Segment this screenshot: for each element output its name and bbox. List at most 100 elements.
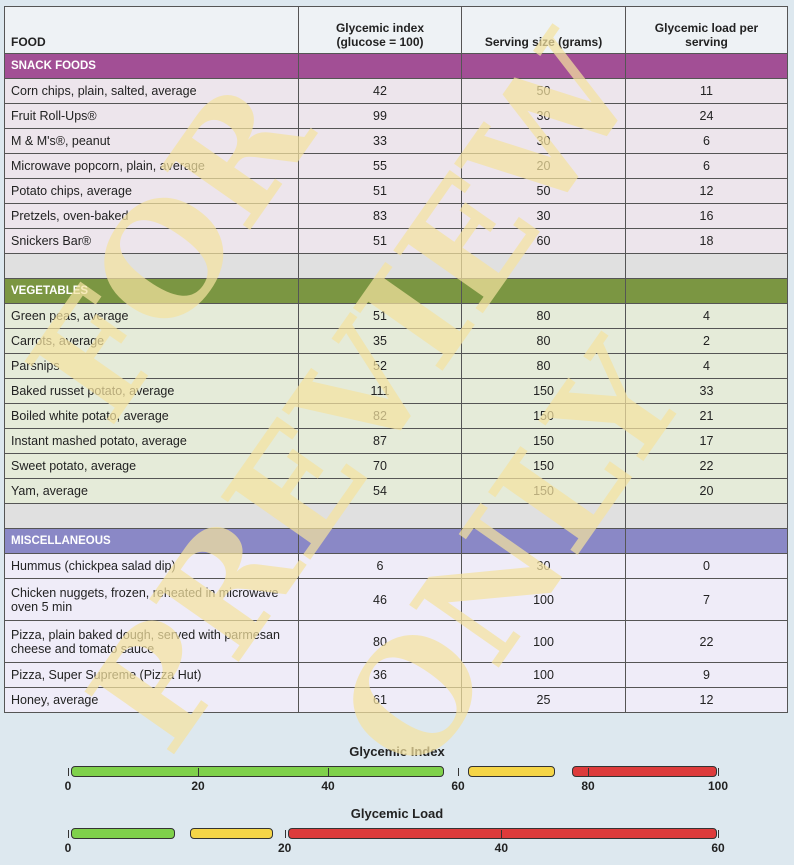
serving-value: 150 bbox=[461, 378, 626, 404]
gi-value: 99 bbox=[298, 103, 462, 129]
glycemic-table: FOOD Glycemic index (glucose = 100) Serv… bbox=[4, 6, 788, 713]
gl-value: 7 bbox=[625, 578, 788, 621]
gi-tick-mark bbox=[588, 768, 589, 776]
gi-value: 51 bbox=[298, 178, 462, 204]
food-name: M & M's®, peanut bbox=[4, 128, 299, 154]
serving-value: 150 bbox=[461, 428, 626, 454]
table-row: Carrots, average 35 80 2 bbox=[4, 328, 788, 354]
gl-value: 20 bbox=[625, 478, 788, 504]
section-header: MISCELLANEOUS bbox=[4, 528, 788, 554]
table-row: Snickers Bar® 51 60 18 bbox=[4, 228, 788, 254]
gl-value: 9 bbox=[625, 662, 788, 688]
gl-tick-mark bbox=[284, 830, 286, 838]
gi-value: 46 bbox=[298, 578, 462, 621]
gi-value: 61 bbox=[298, 687, 462, 713]
gi-tick-label: 20 bbox=[191, 779, 205, 793]
food-name: Sweet potato, average bbox=[4, 453, 299, 479]
gi-value: 52 bbox=[298, 353, 462, 379]
table-row: Green peas, average 51 80 4 bbox=[4, 303, 788, 329]
gi-tick-label: 80 bbox=[581, 779, 595, 793]
gi-tick-mark bbox=[68, 768, 69, 776]
gi-tick-mark bbox=[198, 768, 199, 776]
gl-range-bar bbox=[190, 828, 273, 839]
section-title: VEGETABLES bbox=[4, 278, 299, 304]
food-name: Corn chips, plain, salted, average bbox=[4, 78, 299, 104]
gi-tick-mark bbox=[718, 768, 719, 776]
table-row: Fruit Roll-Ups® 99 30 24 bbox=[4, 103, 788, 129]
gl-value: 12 bbox=[625, 687, 788, 713]
food-name: Hummus (chickpea salad dip) bbox=[4, 553, 299, 579]
table-row: Corn chips, plain, salted, average 42 50… bbox=[4, 78, 788, 104]
table-row: Pizza, plain baked dough, served with pa… bbox=[4, 620, 788, 663]
table-row: Potato chips, average 51 50 12 bbox=[4, 178, 788, 204]
serving-value: 150 bbox=[461, 478, 626, 504]
serving-value: 80 bbox=[461, 303, 626, 329]
serving-value: 30 bbox=[461, 128, 626, 154]
gi-value: 70 bbox=[298, 453, 462, 479]
table-row: Pizza, Super Supreme (Pizza Hut) 36 100 … bbox=[4, 662, 788, 688]
food-name: Boiled white potato, average bbox=[4, 403, 299, 429]
gi-tick-label: 40 bbox=[321, 779, 335, 793]
header-glycemic-load: Glycemic load per serving bbox=[625, 6, 788, 54]
serving-value: 100 bbox=[461, 662, 626, 688]
gi-value: 55 bbox=[298, 153, 462, 179]
gi-range-bar bbox=[71, 766, 444, 777]
food-name: Potato chips, average bbox=[4, 178, 299, 204]
gl-scale-title: Glycemic Load bbox=[350, 806, 444, 821]
section-vegetables: VEGETABLES Green peas, average 51 80 4 C… bbox=[4, 278, 788, 529]
food-name: Microwave popcorn, plain, average bbox=[4, 153, 299, 179]
gl-value: 4 bbox=[625, 353, 788, 379]
gl-value: 17 bbox=[625, 428, 788, 454]
table-row: Honey, average 61 25 12 bbox=[4, 687, 788, 713]
table-row: Microwave popcorn, plain, average 55 20 … bbox=[4, 153, 788, 179]
gi-tick-label: 100 bbox=[707, 779, 729, 793]
gi-value: 51 bbox=[298, 228, 462, 254]
section-header: VEGETABLES bbox=[4, 278, 788, 304]
food-name: Honey, average bbox=[4, 687, 299, 713]
serving-value: 80 bbox=[461, 328, 626, 354]
gl-value: 12 bbox=[625, 178, 788, 204]
serving-value: 30 bbox=[461, 553, 626, 579]
section-miscellaneous: MISCELLANEOUS Hummus (chickpea salad dip… bbox=[4, 528, 788, 713]
gi-tick-label: 0 bbox=[64, 779, 72, 793]
gi-value: 87 bbox=[298, 428, 462, 454]
serving-value: 50 bbox=[461, 78, 626, 104]
gl-tick-mark bbox=[718, 830, 719, 838]
serving-value: 100 bbox=[461, 578, 626, 621]
gl-value: 6 bbox=[625, 153, 788, 179]
food-name: Pretzels, oven-baked bbox=[4, 203, 299, 229]
gl-tick-label: 60 bbox=[711, 841, 725, 855]
serving-value: 150 bbox=[461, 453, 626, 479]
serving-value: 30 bbox=[461, 203, 626, 229]
gl-value: 22 bbox=[625, 453, 788, 479]
section-title: SNACK FOODS bbox=[4, 53, 299, 79]
gi-tick-mark bbox=[328, 768, 329, 776]
food-name: Chicken nuggets, frozen, reheated in mic… bbox=[4, 578, 299, 621]
food-name: Fruit Roll-Ups® bbox=[4, 103, 299, 129]
gl-value: 21 bbox=[625, 403, 788, 429]
header-gi-line2: (glucose = 100) bbox=[336, 35, 424, 49]
gi-range-bar bbox=[467, 766, 555, 777]
serving-value: 30 bbox=[461, 103, 626, 129]
food-name: Yam, average bbox=[4, 478, 299, 504]
food-name: Snickers Bar® bbox=[4, 228, 299, 254]
header-gi-line1: Glycemic index bbox=[335, 21, 425, 35]
gi-value: 54 bbox=[298, 478, 462, 504]
header-glycemic-index: Glycemic index (glucose = 100) bbox=[298, 6, 462, 54]
food-name: Pizza, plain baked dough, served with pa… bbox=[4, 620, 299, 663]
table-row: Parsnips 52 80 4 bbox=[4, 353, 788, 379]
food-name: Baked russet potato, average bbox=[4, 378, 299, 404]
gi-range-bar bbox=[571, 766, 717, 777]
header-food: FOOD bbox=[4, 6, 299, 54]
gi-value: 80 bbox=[298, 620, 462, 663]
gl-value: 6 bbox=[625, 128, 788, 154]
gl-value: 11 bbox=[625, 78, 788, 104]
spacer-row bbox=[4, 253, 788, 279]
gi-value: 51 bbox=[298, 303, 462, 329]
serving-value: 20 bbox=[461, 153, 626, 179]
table-row: Chicken nuggets, frozen, reheated in mic… bbox=[4, 578, 788, 621]
serving-value: 25 bbox=[461, 687, 626, 713]
gl-value: 33 bbox=[625, 378, 788, 404]
header-row: FOOD Glycemic index (glucose = 100) Serv… bbox=[4, 6, 788, 54]
gl-tick-label: 0 bbox=[64, 841, 72, 855]
